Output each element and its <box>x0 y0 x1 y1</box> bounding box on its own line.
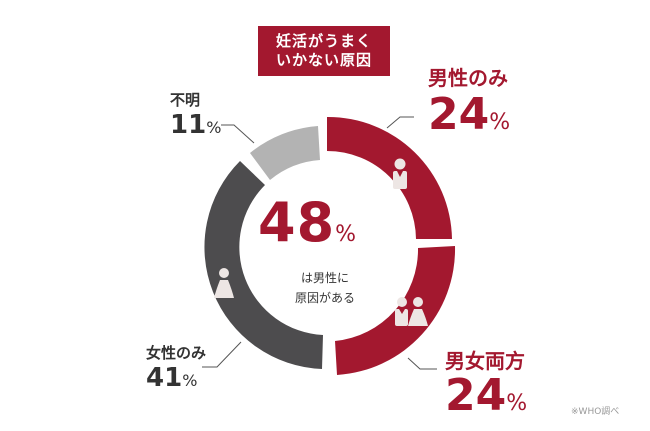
label-male-only-value: 24 <box>428 89 490 140</box>
label-both-value: 24 <box>445 370 507 421</box>
leader-line-male-only <box>386 116 414 129</box>
label-male-only-value-row: 24% <box>428 93 510 137</box>
segment-female-only <box>204 161 323 369</box>
label-unknown-value-row: 11% <box>170 112 221 138</box>
label-unknown-value: 11 <box>170 110 207 140</box>
label-both: 男女両方 24% <box>445 345 527 418</box>
chart-title: 妊活がうまく いかない原因 <box>258 26 390 76</box>
center-percentage: 48% <box>258 196 398 250</box>
label-female-only-value: 41 <box>146 363 183 393</box>
leader-line-both <box>407 357 437 370</box>
title-line-1: 妊活がうまく <box>275 32 372 50</box>
center-caption: は男性に 原因がある <box>264 268 386 308</box>
label-both-unit: % <box>506 391 528 416</box>
segment-unknown <box>250 126 320 180</box>
male-person-icon <box>393 158 407 189</box>
label-female-only-value-row: 41% <box>146 365 206 391</box>
label-both-name: 男女両方 <box>445 349 525 373</box>
label-female-only-name: 女性のみ <box>146 344 207 362</box>
center-caption-line-2: 原因がある <box>294 291 355 305</box>
female-person-icon <box>214 268 234 298</box>
label-unknown: 不明 11% <box>170 89 221 138</box>
center-value: 48 <box>258 191 336 254</box>
label-male-only-name: 男性のみ <box>428 66 508 90</box>
source-note: ※WHO調べ <box>571 407 620 417</box>
segment-both <box>335 246 456 375</box>
center-unit: % <box>335 222 357 247</box>
title-line-2: いかない原因 <box>275 51 372 69</box>
leader-line-unknown <box>221 124 255 144</box>
label-unknown-unit: % <box>206 118 222 137</box>
label-unknown-name: 不明 <box>170 91 201 109</box>
label-male-only: 男性のみ 24% <box>428 62 510 137</box>
segment-male-only <box>327 116 452 239</box>
center-caption-line-1: は男性に <box>300 271 349 285</box>
label-both-value-row: 24% <box>445 374 527 418</box>
label-female-only-unit: % <box>182 371 198 390</box>
leader-line-female-only <box>202 341 242 368</box>
couple-icon <box>395 297 428 326</box>
label-female-only: 女性のみ 41% <box>146 342 206 391</box>
label-male-only-unit: % <box>489 110 511 135</box>
